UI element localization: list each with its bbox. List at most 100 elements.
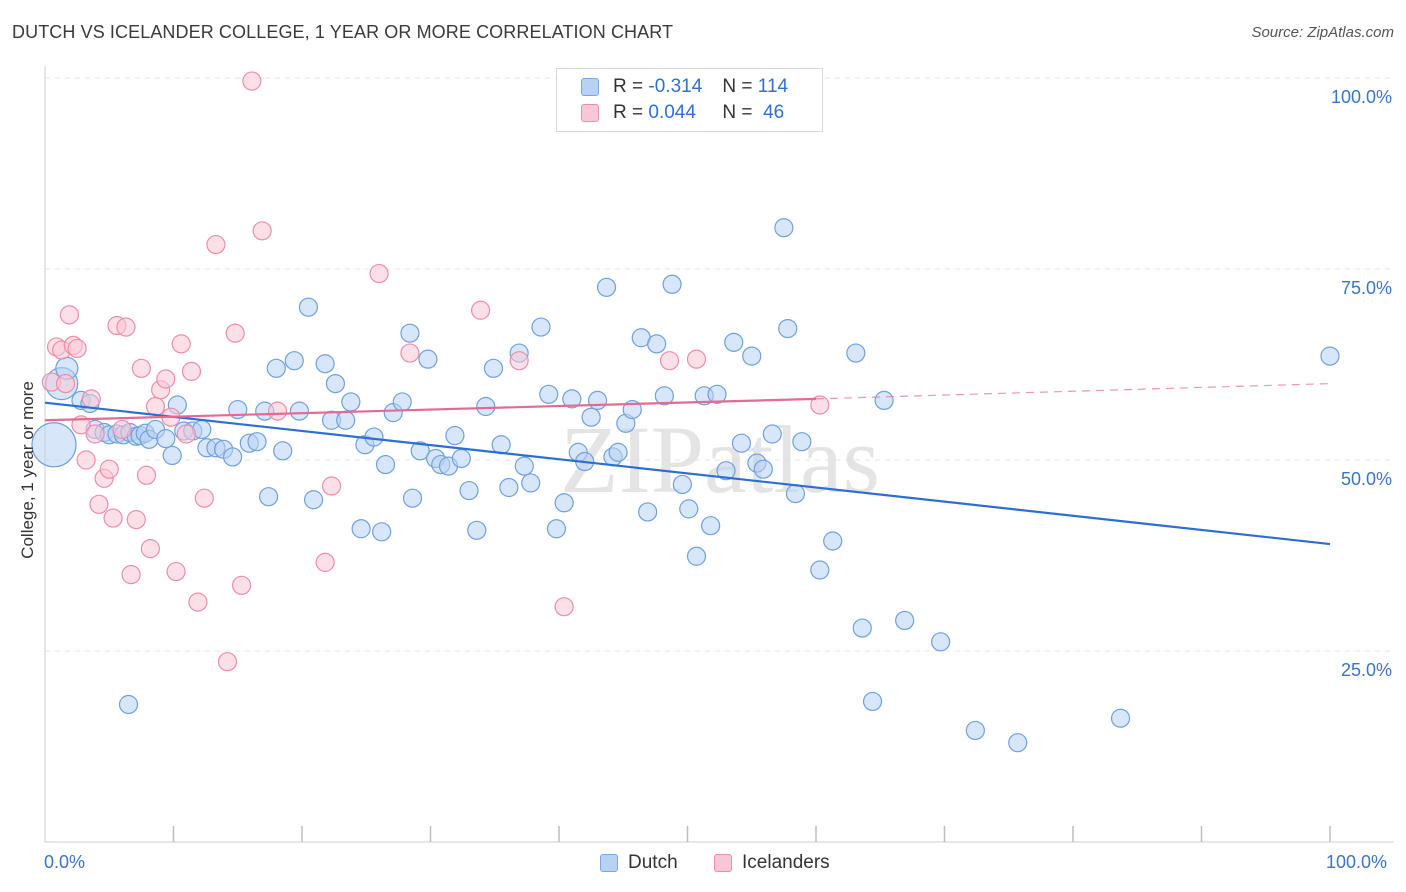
data-point: [654, 386, 674, 406]
legend-n-label: N =: [722, 102, 753, 123]
legend-r-label: R =: [613, 102, 644, 123]
x-tick-label: 0.0%: [44, 852, 86, 872]
data-point: [289, 401, 310, 421]
data-point: [188, 592, 208, 612]
data-point: [724, 332, 744, 352]
data-point: [112, 419, 132, 440]
icelander-points: [41, 71, 830, 672]
data-point: [266, 358, 286, 378]
y-tick-label: 100.0%: [1330, 87, 1392, 107]
data-point: [753, 459, 773, 479]
data-point: [140, 539, 160, 559]
data-point: [539, 384, 559, 404]
data-point: [400, 343, 420, 363]
legend-n-label: N =: [722, 76, 753, 97]
data-point: [85, 424, 105, 444]
data-point: [521, 473, 541, 493]
x-tick-label: 100.0%: [1326, 852, 1388, 872]
data-point: [284, 351, 304, 371]
data-point: [774, 218, 794, 238]
data-point: [156, 369, 176, 389]
data-point: [459, 480, 479, 501]
dutch-swatch: [600, 854, 618, 872]
data-point: [778, 318, 798, 339]
chart-title: DUTCH VS ICELANDER COLLEGE, 1 YEAR OR MO…: [12, 22, 674, 42]
legend-item-dutch: Dutch: [600, 852, 678, 874]
data-point: [874, 390, 894, 411]
data-point: [679, 499, 699, 519]
data-point: [852, 618, 872, 638]
data-point: [596, 277, 617, 297]
data-point: [121, 564, 141, 585]
data-point: [156, 429, 176, 449]
data-point: [267, 401, 288, 421]
legend-label-dutch: Dutch: [628, 852, 678, 873]
data-point: [375, 454, 396, 475]
data-point: [31, 422, 77, 468]
data-point: [242, 71, 262, 91]
data-point: [608, 442, 628, 462]
data-point: [785, 484, 806, 504]
grid-lines: [45, 77, 1394, 652]
data-point: [402, 488, 423, 508]
icelanders-swatch: [581, 104, 599, 122]
data-point: [445, 425, 465, 446]
data-point: [225, 323, 245, 343]
data-point: [1320, 346, 1340, 366]
data-point: [686, 546, 707, 566]
data-point: [792, 432, 812, 452]
dutch-swatch: [581, 78, 599, 96]
data-point: [471, 300, 491, 320]
correlation-legend: R = -0.314 N = 114 R = 0.044 N = 46: [556, 68, 823, 132]
data-point: [672, 474, 692, 495]
data-point: [298, 297, 319, 317]
data-point: [372, 522, 392, 542]
data-point: [116, 317, 136, 337]
data-point: [131, 358, 151, 378]
y-tick-label: 75.0%: [1340, 278, 1392, 298]
data-point: [89, 494, 109, 514]
data-point: [194, 488, 214, 508]
data-point: [514, 456, 534, 476]
data-point: [716, 461, 736, 481]
data-point: [1110, 708, 1131, 728]
data-point: [476, 396, 496, 417]
data-point: [232, 575, 252, 595]
data-point: [103, 508, 123, 528]
icelanders-swatch: [714, 854, 732, 872]
data-point: [59, 305, 80, 325]
trend-lines: [44, 383, 1331, 546]
data-point: [659, 351, 680, 371]
legend-r-label: R =: [613, 76, 644, 97]
data-point: [166, 561, 186, 582]
data-point: [369, 263, 389, 284]
data-point: [126, 509, 146, 530]
legend-n-value: 46: [763, 102, 785, 123]
data-point: [587, 390, 608, 411]
data-point: [99, 459, 119, 479]
data-point: [451, 448, 471, 469]
legend-r-value: 0.044: [648, 102, 696, 123]
data-point: [171, 334, 191, 354]
data-point: [162, 445, 182, 466]
data-point: [136, 465, 157, 485]
data-point: [701, 516, 721, 536]
data-point: [176, 424, 196, 444]
data-point: [351, 519, 371, 539]
data-point: [546, 519, 567, 539]
data-point: [67, 338, 87, 359]
icelander-trend-line: [44, 397, 817, 422]
data-point: [742, 346, 762, 366]
data-point: [145, 396, 166, 417]
data-point: [662, 274, 682, 294]
data-point: [223, 447, 243, 467]
icelander-trend-extension: [815, 383, 1331, 400]
data-point: [554, 493, 574, 513]
data-point: [321, 476, 342, 496]
data-point: [531, 317, 551, 337]
data-point: [895, 610, 915, 631]
data-point: [931, 632, 951, 652]
data-point: [499, 477, 519, 498]
data-point: [965, 720, 985, 741]
data-point: [554, 597, 574, 617]
